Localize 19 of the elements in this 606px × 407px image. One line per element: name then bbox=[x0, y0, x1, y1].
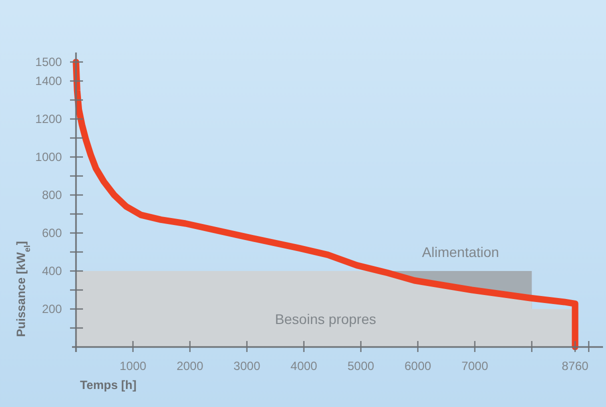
y-tick-label: 1400 bbox=[35, 74, 62, 88]
y-tick-label: 1500 bbox=[35, 55, 62, 69]
y-tick-label: 400 bbox=[42, 264, 62, 278]
x-tick-label: 7000 bbox=[461, 359, 488, 373]
series-label: Alimentation bbox=[422, 244, 500, 260]
x-tick-label: 3000 bbox=[234, 359, 261, 373]
x-tick-label: 1000 bbox=[120, 359, 147, 373]
y-tick-label: 200 bbox=[42, 302, 62, 316]
x-tick-label: 6000 bbox=[404, 359, 432, 373]
series-label: Besoins propres bbox=[274, 311, 376, 328]
y-tick-label: 800 bbox=[42, 188, 62, 202]
y-tick-label: 600 bbox=[42, 226, 62, 240]
x-tick-label: 5000 bbox=[348, 359, 375, 373]
y-tick-label: 1200 bbox=[35, 112, 62, 126]
y-tick-label: 1000 bbox=[35, 150, 62, 164]
x-axis-title: Temps [h] bbox=[80, 378, 136, 392]
x-tick-label: 4000 bbox=[290, 359, 318, 373]
x-tick-label: 2000 bbox=[176, 359, 204, 373]
x-tick-label: 8760 bbox=[562, 359, 589, 373]
